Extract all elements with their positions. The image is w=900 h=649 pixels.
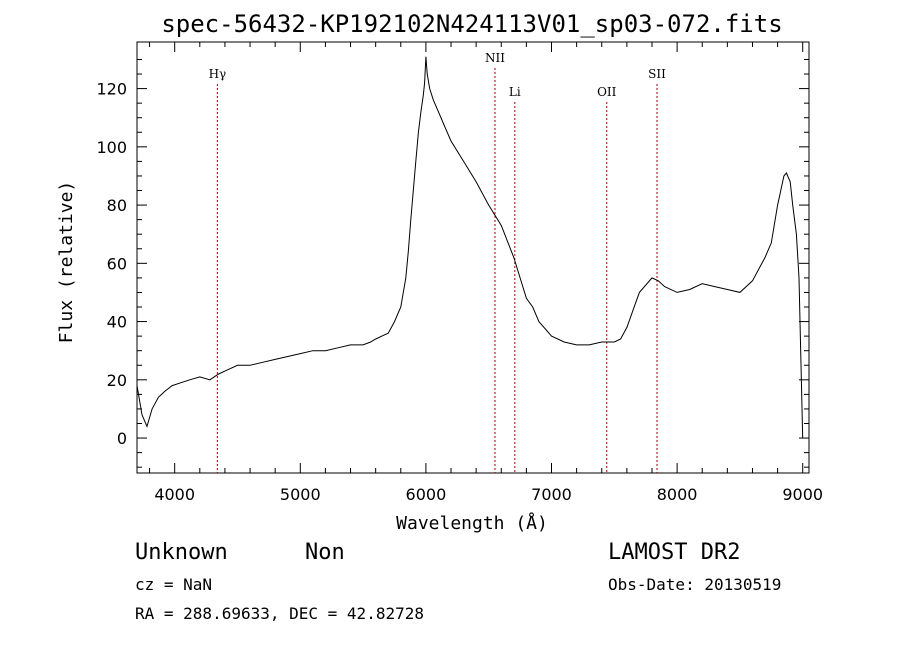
x-tick-label: 4000 [154, 485, 195, 504]
spectral-line-labels: Hγ NII Li OII SII [209, 51, 667, 99]
spectral-line-label: NII [485, 51, 505, 65]
object-subclass: Non [305, 540, 345, 565]
axis-tick-labels: 4000 5000 6000 7000 8000 9000 0 20 40 60 80 100 120 [96, 80, 823, 504]
spectral-line-label: Li [509, 85, 521, 99]
survey-name: LAMOST DR2 [608, 540, 740, 565]
y-tick-label: 100 [96, 138, 127, 157]
y-tick-label: 40 [107, 313, 127, 332]
x-axis-label: Wavelength (Å) [396, 512, 548, 534]
y-tick-label: 20 [107, 371, 127, 390]
y-tick-label: 60 [107, 254, 127, 273]
coordinates: RA = 288.69633, DEC = 42.82728 [135, 604, 424, 623]
plot-frame [136, 41, 810, 474]
y-tick-label: 80 [107, 196, 127, 215]
spectrum-line [136, 56, 804, 439]
x-tick-label: 8000 [657, 485, 698, 504]
spectral-line-label: Hγ [209, 67, 227, 81]
x-tick-label: 9000 [782, 485, 823, 504]
spectral-line-label: SII [648, 67, 666, 81]
spectral-line-markers [216, 68, 658, 473]
x-tick-label: 6000 [406, 485, 447, 504]
chart-title: spec-56432-KP192102N424113V01_sp03-072.f… [161, 10, 782, 38]
object-class: Unknown [135, 540, 228, 565]
y-tick-label: 120 [96, 80, 127, 99]
x-tick-label: 5000 [280, 485, 321, 504]
axis-ticks [137, 42, 809, 473]
x-tick-label: 7000 [531, 485, 572, 504]
y-axis-label: Flux (relative) [56, 181, 77, 344]
spectral-line-label: OII [597, 85, 617, 99]
y-tick-label: 0 [117, 429, 127, 448]
observation-date: Obs-Date: 20130519 [608, 575, 781, 594]
redshift-cz: cz = NaN [135, 575, 212, 594]
